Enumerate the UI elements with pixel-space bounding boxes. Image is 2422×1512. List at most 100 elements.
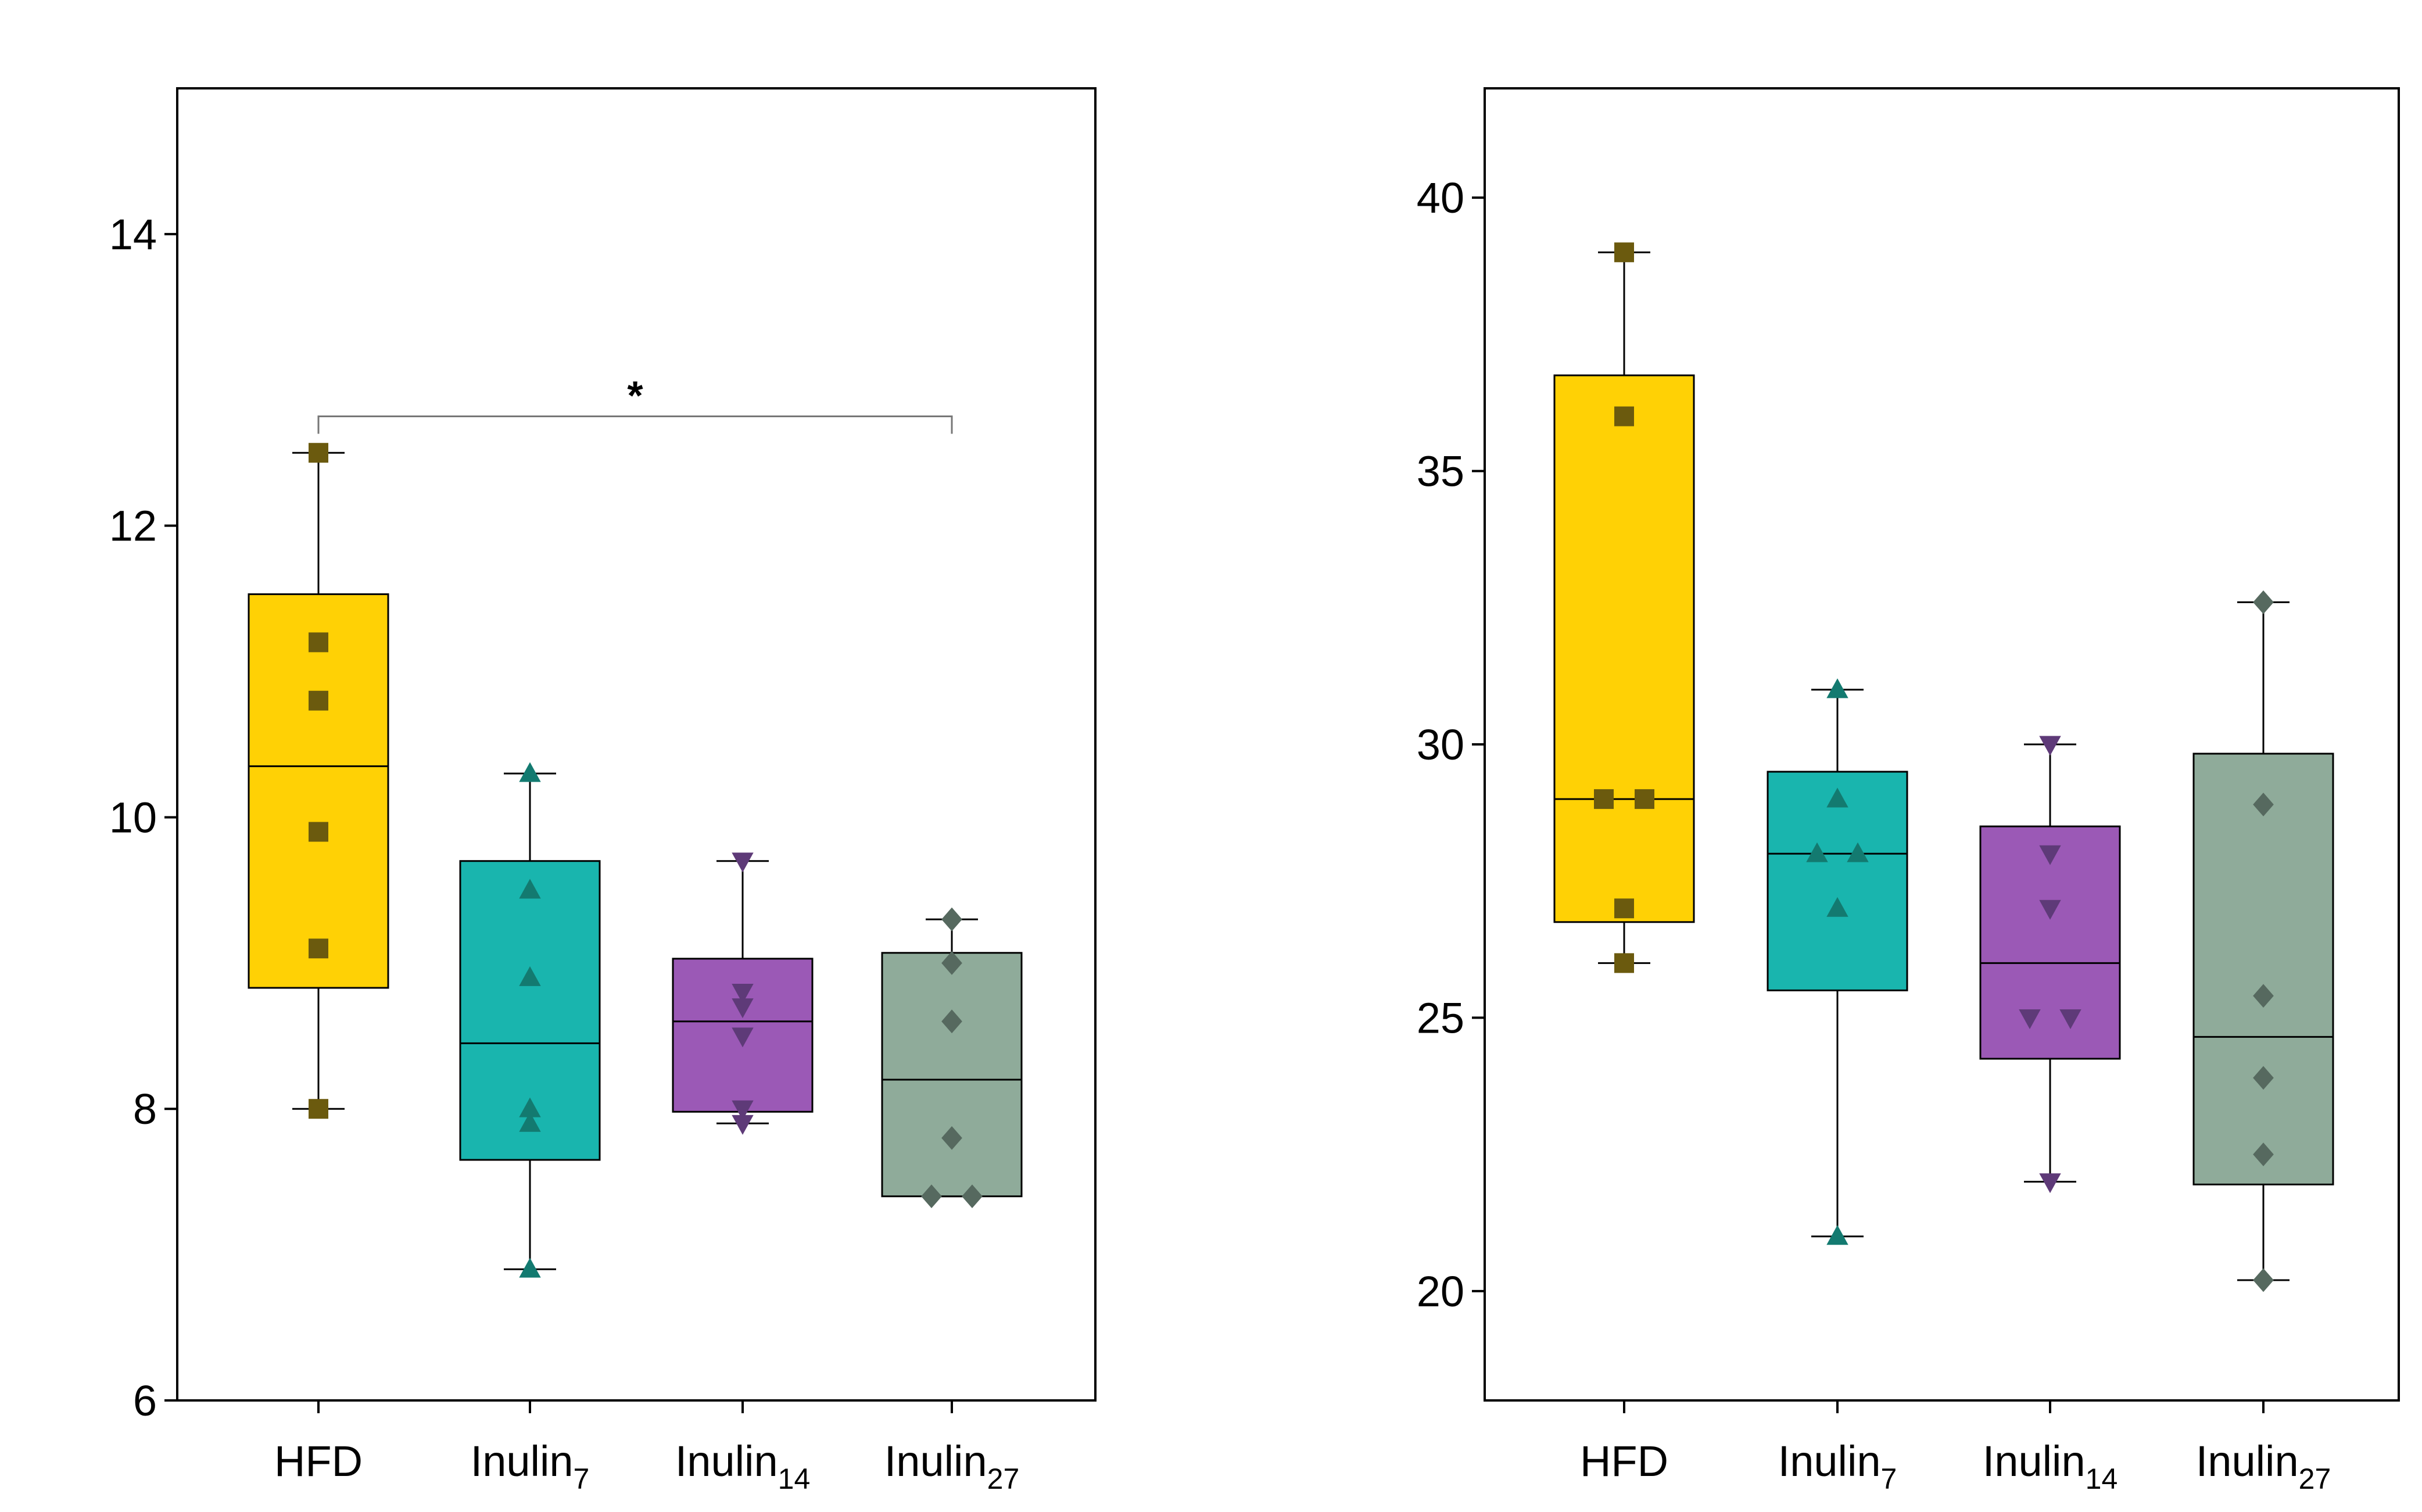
data-point [519, 762, 541, 782]
category-subscript: 27 [2299, 1463, 2331, 1495]
data-point [1614, 898, 1634, 919]
category-subscript: 14 [2086, 1463, 2118, 1495]
box-group-hfd [1553, 242, 1695, 973]
y-tick-label: 20 [1417, 1267, 1464, 1316]
category-name: HFD [1580, 1437, 1668, 1485]
category-subscript: 7 [1881, 1463, 1897, 1495]
data-point [309, 1099, 328, 1119]
box-group-inulin7 [1767, 678, 1908, 1245]
box-group-inulin14 [1979, 736, 2121, 1194]
category-name: Inulin [2196, 1437, 2299, 1485]
x-tick-label: Inulin27 [884, 1437, 1020, 1495]
y-tick-label: 12 [109, 502, 157, 550]
data-point [921, 1184, 942, 1209]
category-subscript: 7 [574, 1463, 590, 1495]
data-point [2253, 984, 2274, 1008]
box-body [248, 593, 389, 989]
box-group-inulin27 [2192, 590, 2334, 1292]
y-tick-label: 30 [1417, 721, 1464, 769]
data-point [941, 907, 962, 931]
x-tick-label: Inulin7 [1778, 1437, 1897, 1495]
data-point [1826, 1225, 1848, 1245]
data-point [732, 1115, 754, 1135]
x-tick-label: HFD [1580, 1437, 1668, 1485]
data-point [2253, 1142, 2274, 1167]
category-name: Inulin [1983, 1437, 2086, 1485]
data-point [1826, 787, 1848, 808]
box-group-inulin27 [881, 907, 1023, 1209]
box-body [1767, 771, 1908, 991]
significance-bracket: * [317, 373, 953, 434]
box-group-hfd [248, 443, 389, 1119]
category-subscript: 27 [987, 1463, 1020, 1495]
data-point [732, 1100, 754, 1120]
box-body [1553, 374, 1695, 923]
data-point [2039, 900, 2061, 920]
category-subscript: 14 [778, 1463, 811, 1495]
x-tick-label: Inulin27 [2196, 1437, 2331, 1495]
box-body [881, 952, 1023, 1198]
data-point [1826, 897, 1848, 917]
significance-label: * [627, 373, 643, 418]
x-tick-label: HFD [274, 1437, 363, 1485]
x-tick-label: Inulin14 [1983, 1437, 2118, 1495]
data-point [1594, 789, 1614, 809]
data-point [732, 852, 754, 873]
data-point [2039, 736, 2061, 756]
y-tick-label: 8 [133, 1085, 157, 1133]
y-tick-label: 25 [1417, 994, 1464, 1042]
data-point [1635, 789, 1654, 809]
y-tick-label: 6 [133, 1377, 157, 1425]
category-name: Inulin [884, 1437, 987, 1485]
data-point [941, 951, 962, 975]
category-name: Inulin [1778, 1437, 1881, 1485]
data-point [519, 1112, 541, 1132]
data-point [941, 1126, 962, 1150]
box-group-inulin14 [672, 852, 814, 1135]
data-point [2253, 590, 2274, 614]
data-point [962, 1184, 983, 1209]
category-name: HFD [274, 1437, 363, 1485]
data-point [2059, 1009, 2081, 1029]
data-point [2039, 1173, 2061, 1194]
data-point [2019, 1009, 2041, 1029]
data-point [2253, 1066, 2274, 1090]
data-point [1826, 678, 1848, 698]
data-point [1847, 842, 1869, 862]
box-group-inulin7 [459, 762, 601, 1278]
data-point [309, 443, 328, 463]
data-point [2253, 1268, 2274, 1292]
category-name: Inulin [471, 1437, 574, 1485]
y-tick-label: 14 [109, 210, 157, 259]
data-point [309, 632, 328, 653]
x-tick-label: Inulin7 [471, 1437, 590, 1495]
data-point [1614, 953, 1634, 973]
data-point [309, 690, 328, 711]
data-point [1806, 842, 1828, 862]
data-point [519, 966, 541, 986]
bracket-line [317, 415, 953, 434]
data-point [732, 998, 754, 1019]
y-tick-label: 10 [109, 793, 157, 841]
data-point [519, 1097, 541, 1117]
data-point [732, 984, 754, 1004]
data-point [2253, 793, 2274, 816]
data-point [309, 938, 328, 959]
box-body [1979, 825, 2121, 1060]
box-body [2192, 753, 2334, 1185]
y-tick-label: 40 [1417, 174, 1464, 222]
data-point [732, 1027, 754, 1048]
data-point [941, 1009, 962, 1034]
data-point [519, 1257, 541, 1278]
category-name: Inulin [675, 1437, 778, 1485]
data-point [519, 879, 541, 899]
data-point [2039, 845, 2061, 865]
data-point [1614, 406, 1634, 427]
plot-frame [176, 87, 1097, 1402]
x-tick-label: Inulin14 [675, 1437, 811, 1495]
y-tick-label: 35 [1417, 447, 1464, 496]
data-point [1614, 242, 1634, 263]
